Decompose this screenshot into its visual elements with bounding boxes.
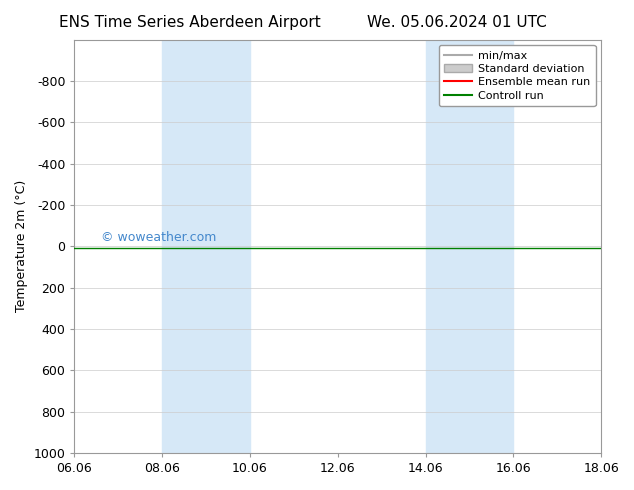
Text: We. 05.06.2024 01 UTC: We. 05.06.2024 01 UTC [366,15,547,30]
Bar [425,40,514,453]
Legend: min/max, Standard deviation, Ensemble mean run, Controll run: min/max, Standard deviation, Ensemble me… [439,45,595,106]
Bar [162,40,250,453]
Y-axis label: Temperature 2m (°C): Temperature 2m (°C) [15,180,28,312]
Text: © woweather.com: © woweather.com [101,231,216,245]
Text: ENS Time Series Aberdeen Airport: ENS Time Series Aberdeen Airport [60,15,321,30]
